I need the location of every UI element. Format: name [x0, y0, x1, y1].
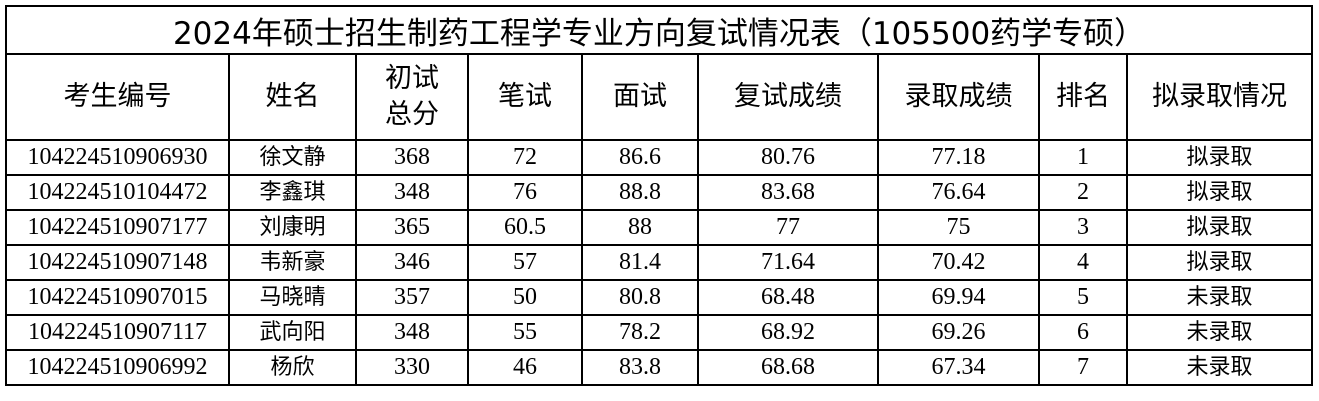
cell-admission-status: 拟录取: [1125, 244, 1314, 281]
cell-rank: 4: [1038, 244, 1128, 281]
table-row: 104224510907177 刘康明 365 60.5 88 77 75 3 拟录取: [5, 209, 1314, 246]
cell-admission-score: 75: [877, 209, 1040, 246]
cell-written-test: 57: [467, 244, 583, 281]
cell-interview: 80.8: [581, 279, 699, 316]
table-body: 104224510906930 徐文静 368 72 86.6 80.76 77.18 1 拟录…: [5, 139, 1314, 386]
header-initial-score: 初试总分: [355, 53, 469, 141]
table-row: 104224510907015 马晓晴 357 50 80.8 68.48 69.94 5 未录…: [5, 279, 1314, 316]
cell-rank: 5: [1038, 279, 1128, 316]
header-retest-score: 复试成绩: [697, 53, 879, 141]
header-written-test: 笔试: [467, 53, 583, 141]
cell-candidate-id: 104224510907117: [5, 314, 230, 351]
header-admission-status: 拟录取情况: [1125, 53, 1314, 141]
header-name: 姓名: [228, 53, 357, 141]
header-admission-score: 录取成绩: [877, 53, 1040, 141]
cell-name: 武向阳: [228, 314, 357, 351]
table-row: 104224510104472 李鑫琪 348 76 88.8 83.68 76.64 2 拟录…: [5, 174, 1314, 211]
table-row: 104224510907117 武向阳 348 55 78.2 68.92 69.26 6 未录…: [5, 314, 1314, 351]
cell-interview: 86.6: [581, 139, 699, 176]
cell-admission-status: 拟录取: [1125, 209, 1314, 246]
cell-candidate-id: 104224510906930: [5, 139, 230, 176]
cell-interview: 88: [581, 209, 699, 246]
cell-initial-score: 330: [355, 349, 469, 386]
cell-admission-status: 拟录取: [1125, 174, 1314, 211]
cell-retest-score: 68.68: [697, 349, 879, 386]
cell-admission-status: 未录取: [1125, 314, 1314, 351]
cell-admission-status: 未录取: [1125, 349, 1314, 386]
cell-admission-score: 67.34: [877, 349, 1040, 386]
cell-written-test: 46: [467, 349, 583, 386]
cell-initial-score: 348: [355, 314, 469, 351]
cell-name: 杨欣: [228, 349, 357, 386]
cell-initial-score: 357: [355, 279, 469, 316]
cell-written-test: 76: [467, 174, 583, 211]
cell-admission-score: 70.42: [877, 244, 1040, 281]
cell-rank: 6: [1038, 314, 1128, 351]
cell-rank: 3: [1038, 209, 1128, 246]
cell-admission-status: 拟录取: [1125, 139, 1314, 176]
cell-admission-score: 69.26: [877, 314, 1040, 351]
cell-written-test: 72: [467, 139, 583, 176]
cell-rank: 1: [1038, 139, 1128, 176]
cell-name: 韦新豪: [228, 244, 357, 281]
cell-candidate-id: 104224510907177: [5, 209, 230, 246]
cell-retest-score: 71.64: [697, 244, 879, 281]
header-candidate-id: 考生编号: [5, 53, 230, 141]
cell-rank: 2: [1038, 174, 1128, 211]
cell-initial-score: 365: [355, 209, 469, 246]
cell-written-test: 60.5: [467, 209, 583, 246]
cell-admission-score: 69.94: [877, 279, 1040, 316]
cell-written-test: 55: [467, 314, 583, 351]
cell-retest-score: 83.68: [697, 174, 879, 211]
cell-candidate-id: 104224510907148: [5, 244, 230, 281]
cell-candidate-id: 104224510907015: [5, 279, 230, 316]
admission-results-table: 2024年硕士招生制药工程学专业方向复试情况表（105500药学专硕） 考生编号…: [4, 5, 1314, 386]
cell-retest-score: 80.76: [697, 139, 879, 176]
cell-admission-score: 77.18: [877, 139, 1040, 176]
table-row: 104224510906930 徐文静 368 72 86.6 80.76 77.18 1 拟录…: [5, 139, 1314, 176]
cell-name: 李鑫琪: [228, 174, 357, 211]
cell-name: 刘康明: [228, 209, 357, 246]
cell-interview: 81.4: [581, 244, 699, 281]
cell-interview: 88.8: [581, 174, 699, 211]
cell-name: 马晓晴: [228, 279, 357, 316]
table-title: 2024年硕士招生制药工程学专业方向复试情况表（105500药学专硕）: [4, 5, 1314, 55]
table-row: 104224510906992 杨欣 330 46 83.8 68.68 67.34 7 未录取: [5, 349, 1314, 386]
header-interview: 面试: [581, 53, 699, 141]
header-rank: 排名: [1038, 53, 1128, 141]
cell-interview: 83.8: [581, 349, 699, 386]
cell-written-test: 50: [467, 279, 583, 316]
cell-retest-score: 77: [697, 209, 879, 246]
cell-initial-score: 348: [355, 174, 469, 211]
cell-initial-score: 368: [355, 139, 469, 176]
header-row: 考生编号 姓名 初试总分 笔试 面试 复试成绩 录取成绩 排名 拟录取情况: [5, 53, 1314, 141]
title-row: 2024年硕士招生制药工程学专业方向复试情况表（105500药学专硕）: [4, 5, 1314, 55]
cell-candidate-id: 104224510104472: [5, 174, 230, 211]
cell-admission-score: 76.64: [877, 174, 1040, 211]
cell-retest-score: 68.48: [697, 279, 879, 316]
cell-admission-status: 未录取: [1125, 279, 1314, 316]
cell-retest-score: 68.92: [697, 314, 879, 351]
cell-interview: 78.2: [581, 314, 699, 351]
cell-name: 徐文静: [228, 139, 357, 176]
cell-candidate-id: 104224510906992: [5, 349, 230, 386]
cell-rank: 7: [1038, 349, 1128, 386]
table-row: 104224510907148 韦新豪 346 57 81.4 71.64 70.42 4 拟录…: [5, 244, 1314, 281]
cell-initial-score: 346: [355, 244, 469, 281]
